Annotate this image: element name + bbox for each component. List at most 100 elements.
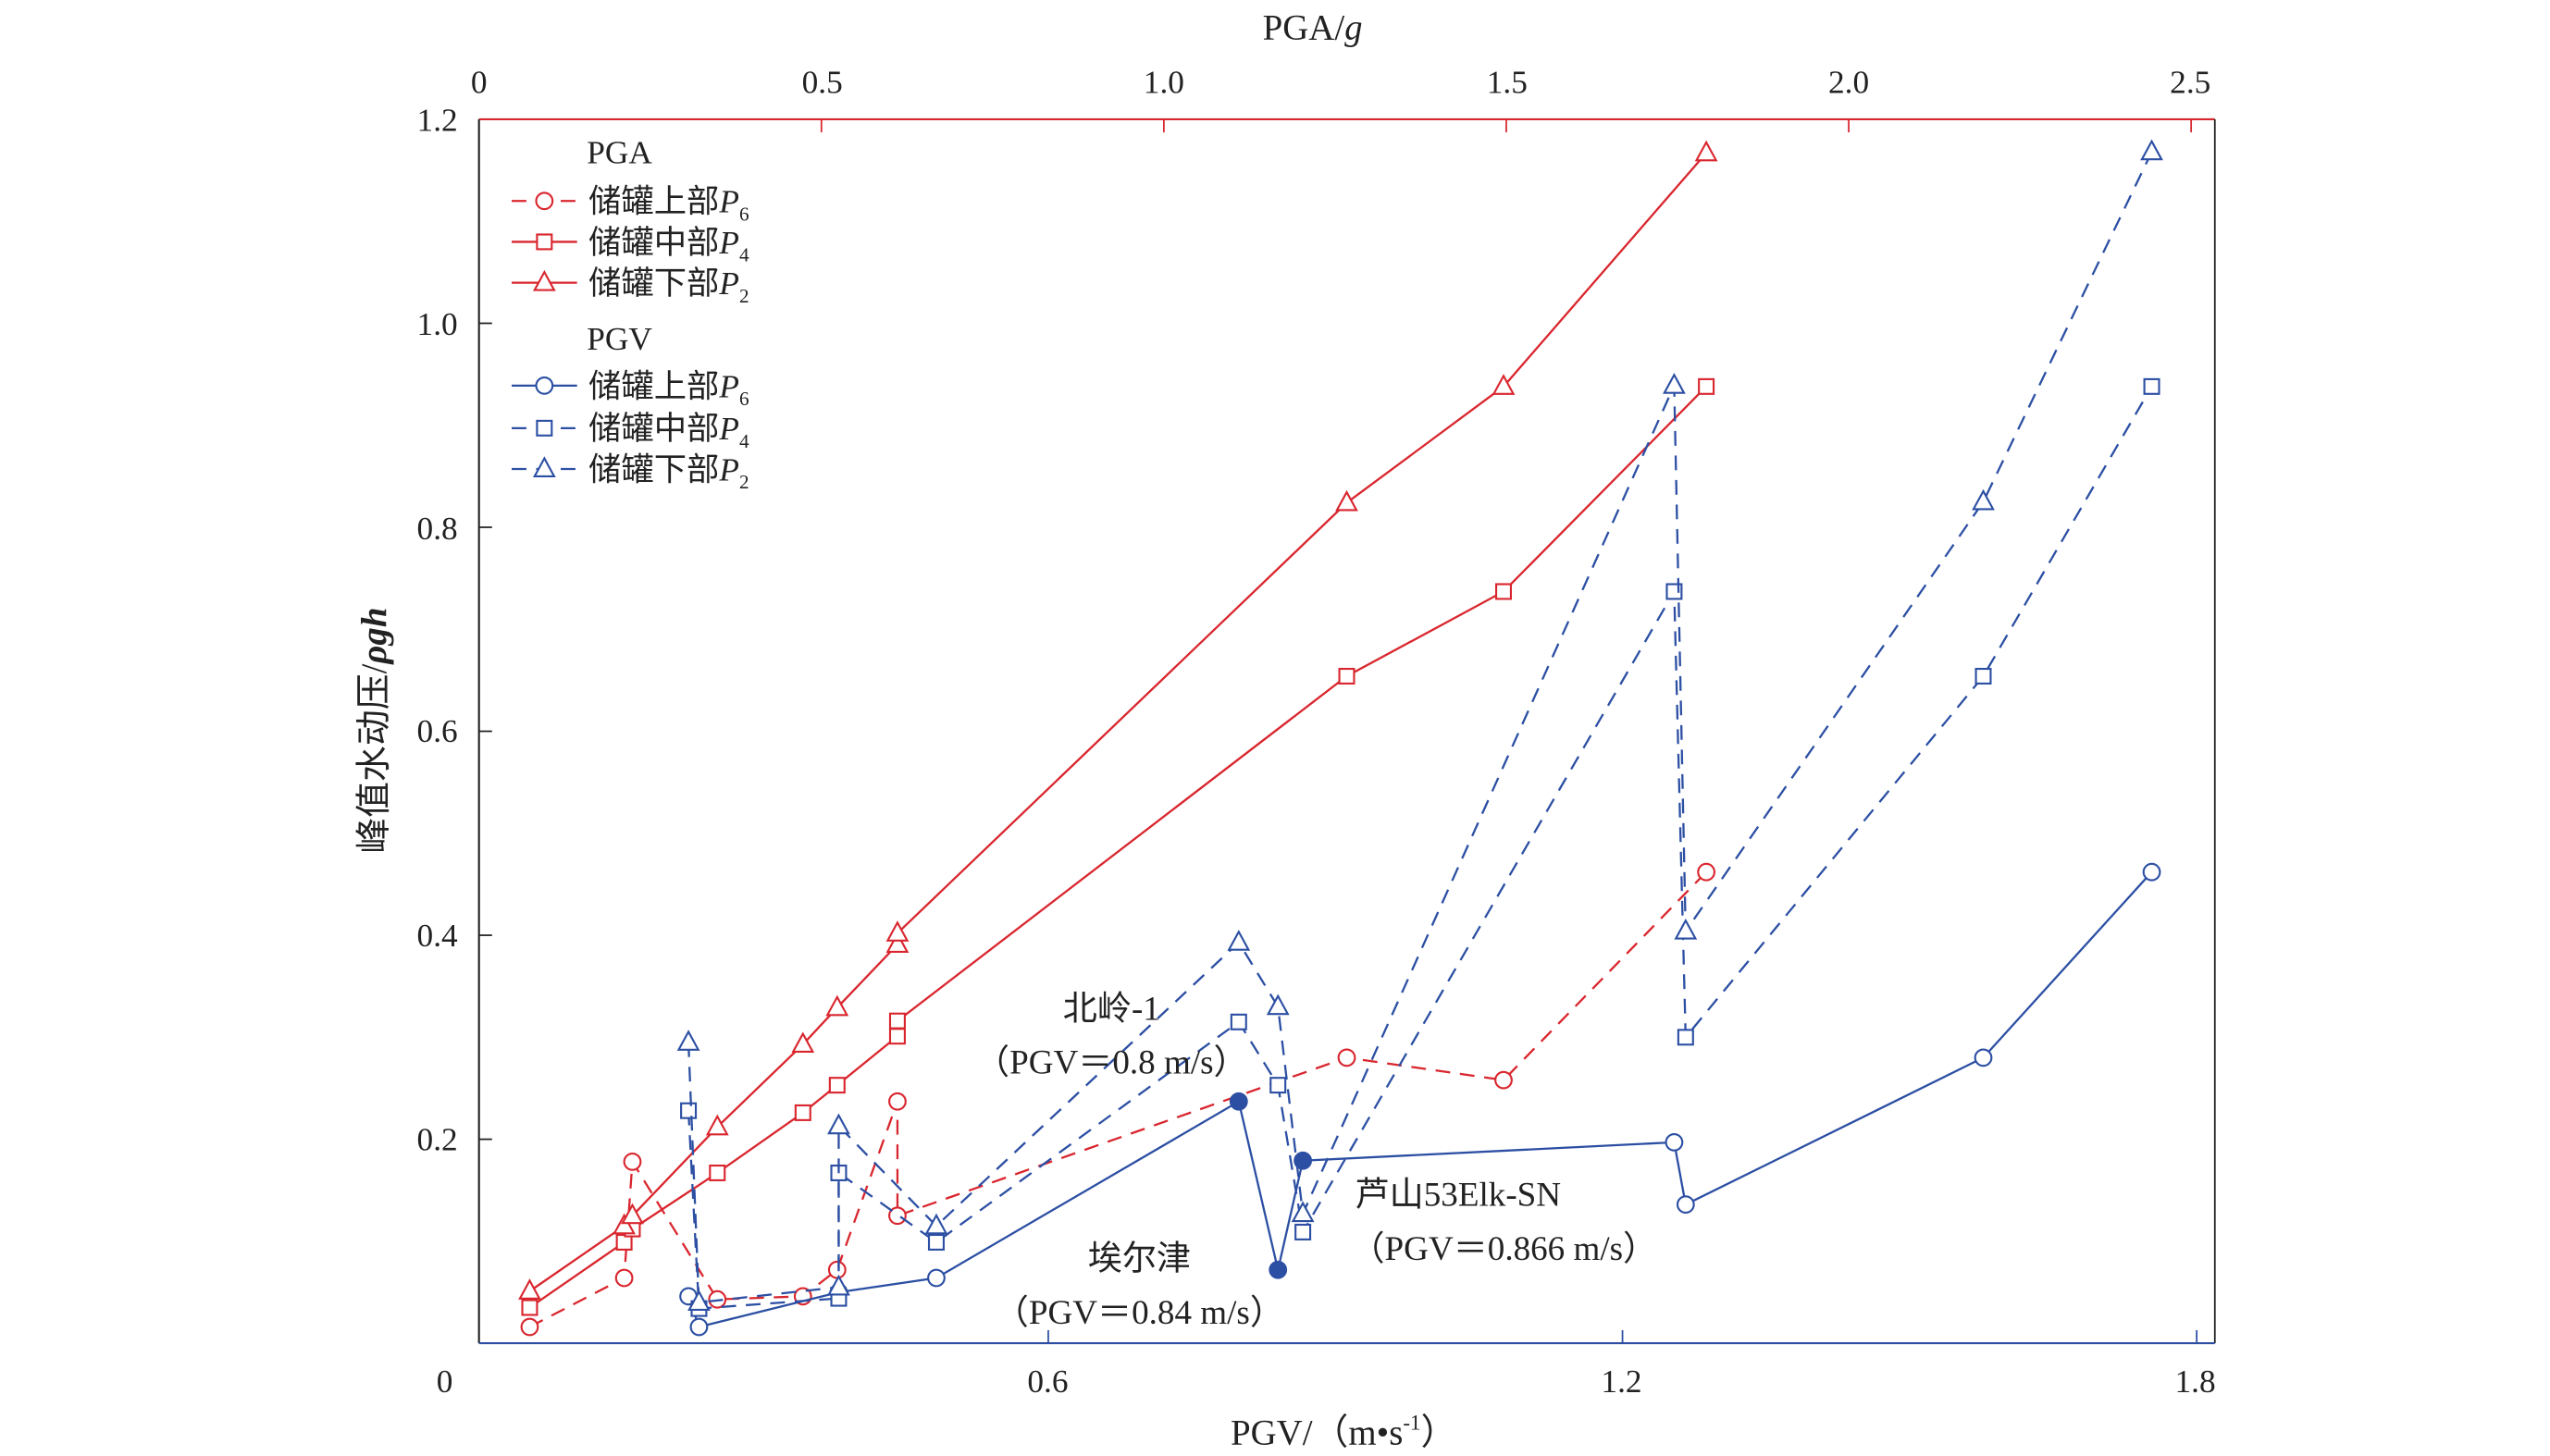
data-point-circle [1229, 1092, 1248, 1111]
data-point-circle [888, 1092, 907, 1111]
data-point-square [1230, 1013, 1247, 1030]
data-point-circle [1697, 862, 1715, 882]
data-point-triangle [885, 932, 910, 953]
legend: PGA 储罐上部P6 储罐中部P4 储罐下部P2 PGV 储罐上部P6 储罐中部… [512, 135, 749, 493]
y-tick-label: 0.8 [417, 511, 458, 547]
data-point-triangle [827, 1113, 850, 1135]
data-point-circle [1676, 1195, 1695, 1215]
data-point-circle [689, 1317, 709, 1337]
data-point-triangle [825, 994, 849, 1017]
data-point-square [709, 1164, 726, 1181]
top-tick-label: 0 [471, 65, 488, 101]
data-point-triangle [1972, 488, 1995, 511]
legend-label: 储罐上部P6 [588, 184, 749, 226]
data-point-circle [1269, 1260, 1288, 1279]
data-point-circle [927, 1268, 946, 1288]
data-point-triangle [885, 920, 910, 942]
data-point-triangle [705, 1114, 729, 1136]
data-point-triangle [1266, 993, 1290, 1016]
data-point-circle [614, 1268, 634, 1288]
legend-entry: 储罐上部P6 [512, 368, 749, 410]
series-5 [676, 139, 2163, 1312]
data-point-triangle [518, 1278, 541, 1300]
data-point-square [1494, 583, 1513, 600]
series-line [687, 151, 2153, 1304]
legend-label: 储罐中部P4 [588, 411, 749, 452]
data-point-square [1974, 667, 1992, 685]
data-point-square [680, 1102, 698, 1119]
legend-label: 储罐中部P4 [588, 225, 749, 266]
data-point-triangle [2140, 139, 2163, 161]
data-point-triangle [613, 1213, 636, 1235]
data-point-square [927, 1233, 945, 1251]
series-2 [518, 140, 1718, 1300]
data-point-square [1294, 1223, 1312, 1240]
y-tick-label: 0.6 [417, 713, 458, 749]
data-point-triangle [687, 1289, 711, 1312]
annotation-aierjin-name: 埃尔津 [1088, 1240, 1191, 1278]
data-point-square [536, 233, 553, 251]
annotation-lushan-name: 芦山53Elk-SN [1355, 1177, 1561, 1215]
data-point-triangle [1674, 918, 1698, 940]
annotation-aierjin-pgv: （PGV＝0.84 m/s） [995, 1294, 1284, 1332]
data-point-triangle [1227, 930, 1251, 951]
data-point-triangle [532, 269, 556, 291]
data-point-circle [888, 1206, 907, 1226]
bottom-tick-label: 0 [437, 1363, 453, 1400]
data-point-circle [520, 1317, 539, 1337]
legend-label: 储罐下部P2 [588, 265, 749, 307]
data-point-circle [1494, 1070, 1513, 1090]
series-line [528, 152, 1707, 1292]
legend-entry: 储罐上部P6 [512, 184, 749, 226]
data-point-triangle [924, 1213, 948, 1235]
data-point-circle [1337, 1048, 1356, 1067]
bottom-axis-title: PGV/（m•s-1） [1231, 1412, 1456, 1453]
legend-label: 储罐上部P6 [588, 368, 749, 410]
data-point-triangle [1492, 374, 1516, 395]
data-point-square [888, 1028, 906, 1045]
series-3 [679, 862, 2161, 1337]
bottom-tick-label: 1.8 [2174, 1363, 2215, 1400]
data-point-triangle [791, 1031, 815, 1054]
y-tick-label: 1.0 [417, 306, 458, 342]
data-point-circle [535, 376, 554, 395]
top-tick-label: 1.0 [1144, 65, 1184, 101]
data-point-triangle [827, 1274, 850, 1296]
data-point-square [1698, 377, 1715, 395]
legend-entry: 储罐下部P2 [512, 451, 749, 493]
legend-entry: 储罐中部P4 [512, 411, 749, 452]
data-point-square [1677, 1029, 1694, 1046]
legend-label: 储罐下部P2 [588, 451, 749, 493]
data-point-triangle [676, 1030, 700, 1051]
data-point-square [521, 1299, 538, 1316]
data-point-circle [1974, 1048, 1993, 1067]
data-point-square [828, 1077, 846, 1094]
data-point-square [2143, 377, 2160, 395]
data-point-triangle [621, 1203, 644, 1225]
data-point-triangle [1663, 373, 1686, 394]
y-axis-title: 峰值水动压/ρgh [354, 608, 394, 854]
legend-group-title: PGV [587, 321, 652, 357]
top-tick-label: 2.5 [2170, 65, 2210, 101]
data-point-square [794, 1104, 811, 1121]
data-point-triangle [1694, 140, 1718, 162]
y-tick-label: 0.2 [417, 1122, 458, 1158]
data-point-circle [535, 191, 554, 211]
data-point-circle [1294, 1151, 1313, 1170]
y-tick-label: 1.2 [417, 102, 458, 138]
bottom-tick-label: 0.6 [1027, 1363, 1068, 1400]
annotation-lushan-pgv: （PGV＝0.866 m/s） [1350, 1230, 1657, 1268]
series-line [687, 386, 2153, 1310]
top-tick-label: 2.0 [1828, 65, 1869, 101]
legend-group-title: PGA [587, 135, 652, 171]
data-point-triangle [1291, 1201, 1315, 1223]
legend-entry: 储罐下部P2 [512, 265, 749, 307]
series-line [528, 386, 1707, 1309]
data-point-square [536, 419, 553, 437]
annotation-beiling-name: 北岭-1 [1063, 990, 1160, 1028]
data-point-triangle [532, 456, 556, 478]
data-point-circle [827, 1260, 847, 1279]
series-1 [521, 377, 1715, 1316]
data-point-triangle [1335, 489, 1358, 512]
